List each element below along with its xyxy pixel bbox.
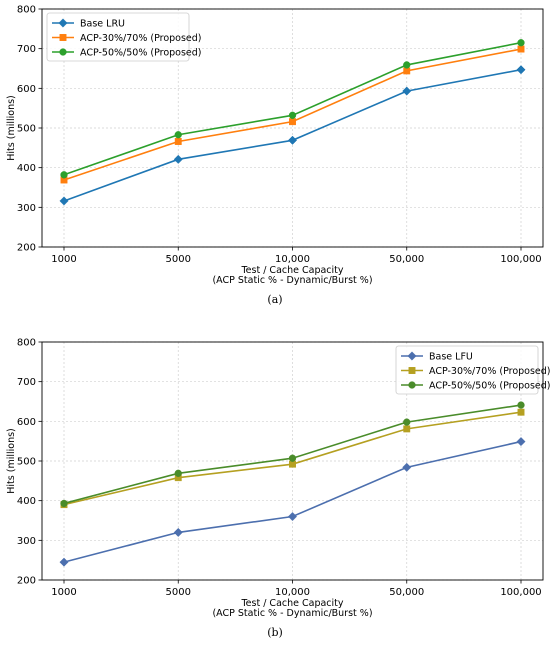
data-point: [289, 118, 296, 126]
data-point: [60, 171, 68, 179]
data-point: [173, 154, 183, 164]
x-tick-label: 1000: [51, 587, 76, 598]
series-2: [60, 401, 525, 508]
y-tick-label: 600: [17, 84, 36, 95]
x-tick-label: 10,000: [275, 587, 310, 598]
legend-swatch-marker: [59, 48, 67, 56]
y-tick-label: 800: [17, 5, 36, 16]
series-2: [60, 39, 525, 179]
x-axis-label: Test / Cache Capacity: [240, 598, 343, 609]
y-tick-label: 200: [17, 243, 36, 254]
data-point: [173, 527, 183, 537]
data-point: [403, 425, 411, 433]
data-point: [403, 61, 411, 69]
x-tick-label: 100,000: [500, 254, 541, 265]
y-tick-label: 800: [17, 338, 36, 349]
data-point: [516, 437, 526, 447]
data-point: [288, 111, 297, 119]
y-tick-label: 700: [17, 377, 36, 388]
chart-panel-0: 200 300 400 500 600 700 800 1000 5000 10,000 50,00…: [6, 5, 544, 306]
y-axis-label: Hits (millions): [6, 428, 17, 493]
y-axis-label: Hits (millions): [6, 95, 17, 160]
legend-label: Base LFU: [429, 352, 473, 363]
data-point: [516, 65, 526, 75]
data-point: [174, 138, 182, 145]
legend-label: ACP-50%/50% (Proposed): [80, 48, 202, 59]
data-point: [517, 408, 525, 416]
x-axis-sublabel: (ACP Static % - Dynamic/Burst %): [212, 275, 372, 286]
data-point: [287, 511, 298, 522]
legend-label: ACP-50%/50% (Proposed): [429, 381, 550, 392]
data-point: [289, 460, 296, 468]
data-point: [517, 39, 525, 47]
data-point: [517, 45, 525, 53]
legend-label: ACP-30%/70% (Proposed): [80, 33, 202, 44]
data-point: [174, 131, 182, 139]
x-axis-label: Test / Cache Capacity: [240, 265, 343, 276]
data-point: [59, 196, 69, 206]
legend-box: [46, 12, 190, 62]
data-point: [517, 401, 525, 409]
legend-swatch-marker: [58, 18, 68, 28]
series-0: [59, 437, 526, 567]
y-tick-label: 400: [17, 496, 36, 507]
x-tick-label: 1000: [51, 254, 76, 265]
x-tick-label: 100,000: [500, 587, 541, 598]
chart-panel-1: 200 300 400 500 600 700 800 1000 5000 10,000 50,00…: [6, 338, 550, 640]
legend-swatch-marker: [408, 367, 416, 374]
legend-swatch-marker: [59, 34, 67, 41]
legend: Base LRU ACP-30%/70% (Proposed) ACP-50%/50…: [46, 12, 202, 62]
y-tick-label: 300: [17, 203, 36, 214]
x-axis-sublabel: (ACP Static % - Dynamic/Burst %): [212, 608, 372, 619]
legend-box: [395, 345, 539, 395]
panel-caption: (a): [267, 293, 282, 306]
series-0: [59, 65, 526, 206]
data-point: [59, 557, 69, 567]
data-point: [174, 469, 182, 477]
y-tick-label: 500: [17, 457, 36, 468]
data-point: [402, 86, 412, 96]
series-1: [60, 45, 525, 184]
y-tick-label: 600: [17, 417, 36, 428]
data-point: [287, 135, 298, 145]
y-tick-label: 700: [17, 44, 36, 55]
y-tick-label: 500: [17, 124, 36, 135]
x-tick-label: 5000: [166, 254, 191, 265]
data-point: [402, 462, 412, 472]
data-point: [403, 418, 411, 426]
x-tick-label: 50,000: [389, 587, 424, 598]
data-point: [60, 499, 68, 508]
legend-label: Base LRU: [80, 19, 125, 30]
legend: Base LFU ACP-30%/70% (Proposed) ACP-50%/50…: [395, 345, 550, 395]
data-point: [288, 454, 297, 462]
y-tick-label: 400: [17, 163, 36, 174]
legend-swatch-marker: [408, 381, 416, 389]
data-point: [403, 67, 411, 75]
legend-label: ACP-30%/70% (Proposed): [429, 366, 550, 377]
panel-caption: (b): [267, 626, 283, 639]
y-tick-label: 300: [17, 536, 36, 547]
x-tick-label: 50,000: [389, 254, 424, 265]
legend-swatch-marker: [407, 351, 417, 361]
x-tick-label: 10,000: [275, 254, 310, 265]
x-tick-label: 5000: [166, 587, 191, 598]
y-tick-label: 200: [17, 576, 36, 587]
